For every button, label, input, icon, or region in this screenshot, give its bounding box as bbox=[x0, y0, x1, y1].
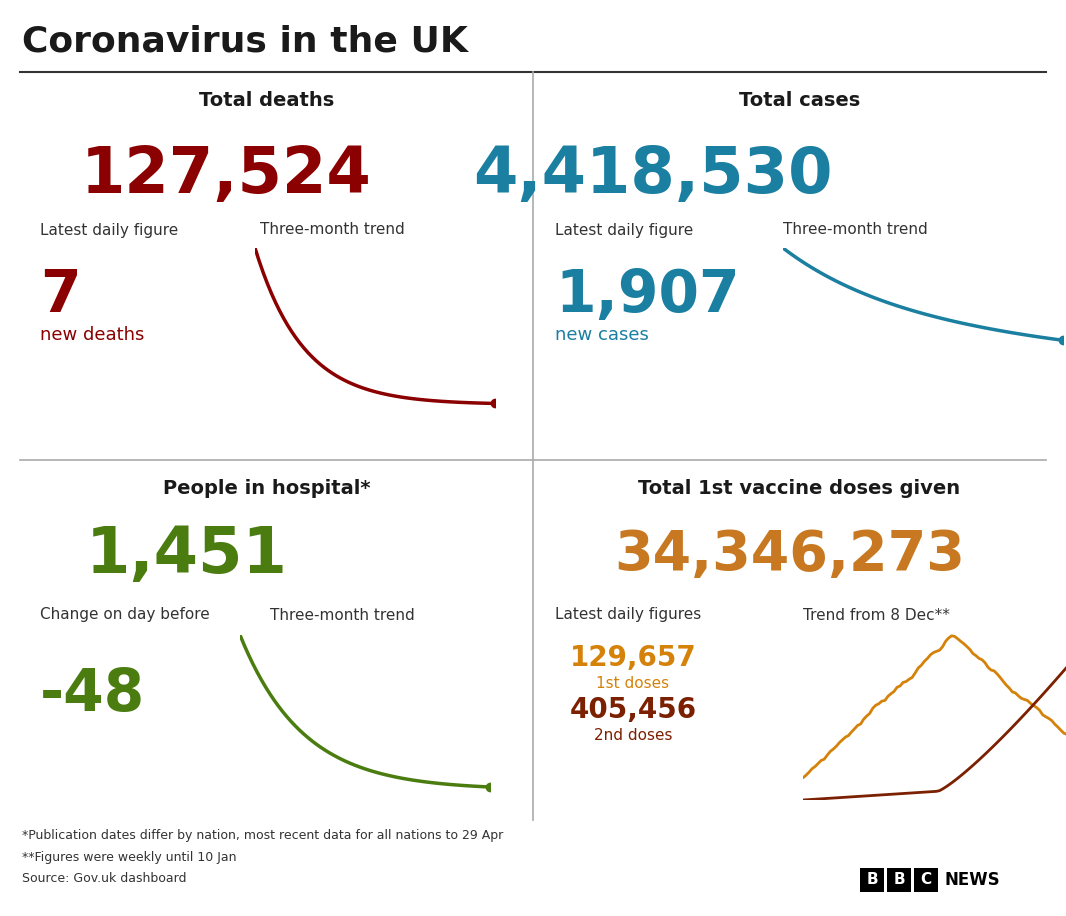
Text: 2nd doses: 2nd doses bbox=[594, 727, 673, 743]
Text: Latest daily figure: Latest daily figure bbox=[555, 223, 693, 237]
Text: **Figures were weekly until 10 Jan: **Figures were weekly until 10 Jan bbox=[22, 850, 237, 864]
FancyBboxPatch shape bbox=[914, 868, 938, 892]
Text: 4,418,530: 4,418,530 bbox=[473, 144, 833, 206]
Text: -48: -48 bbox=[41, 667, 145, 724]
Text: Three-month trend: Three-month trend bbox=[784, 223, 927, 237]
Text: Source: Gov.uk dashboard: Source: Gov.uk dashboard bbox=[22, 873, 187, 886]
Text: B: B bbox=[893, 873, 905, 888]
Text: Coronavirus in the UK: Coronavirus in the UK bbox=[22, 25, 468, 59]
Text: 1st doses: 1st doses bbox=[597, 675, 669, 691]
Text: Total cases: Total cases bbox=[739, 91, 860, 110]
Text: new cases: new cases bbox=[555, 326, 649, 344]
Text: Latest daily figures: Latest daily figures bbox=[555, 607, 701, 623]
Text: Change on day before: Change on day before bbox=[41, 607, 210, 623]
Text: Total deaths: Total deaths bbox=[199, 91, 334, 110]
Text: Latest daily figure: Latest daily figure bbox=[41, 223, 178, 237]
Text: 7: 7 bbox=[41, 267, 81, 323]
Text: C: C bbox=[920, 873, 932, 888]
Text: *Publication dates differ by nation, most recent data for all nations to 29 Apr: *Publication dates differ by nation, mos… bbox=[22, 828, 503, 842]
Text: Trend from 8 Dec**: Trend from 8 Dec** bbox=[803, 607, 950, 623]
Text: 127,524: 127,524 bbox=[81, 144, 372, 206]
Text: 34,346,273: 34,346,273 bbox=[614, 528, 965, 582]
Text: new deaths: new deaths bbox=[41, 326, 144, 344]
FancyBboxPatch shape bbox=[887, 868, 911, 892]
Text: 129,657: 129,657 bbox=[569, 644, 696, 672]
Text: 1,451: 1,451 bbox=[85, 524, 288, 586]
Text: 405,456: 405,456 bbox=[569, 696, 696, 724]
FancyBboxPatch shape bbox=[860, 868, 884, 892]
Text: Three-month trend: Three-month trend bbox=[260, 223, 405, 237]
Text: NEWS: NEWS bbox=[944, 871, 1001, 889]
Text: People in hospital*: People in hospital* bbox=[163, 478, 370, 497]
Text: B: B bbox=[867, 873, 877, 888]
Text: Three-month trend: Three-month trend bbox=[270, 607, 415, 623]
Text: Total 1st vaccine doses given: Total 1st vaccine doses given bbox=[639, 478, 960, 497]
Text: 1,907: 1,907 bbox=[555, 267, 740, 323]
